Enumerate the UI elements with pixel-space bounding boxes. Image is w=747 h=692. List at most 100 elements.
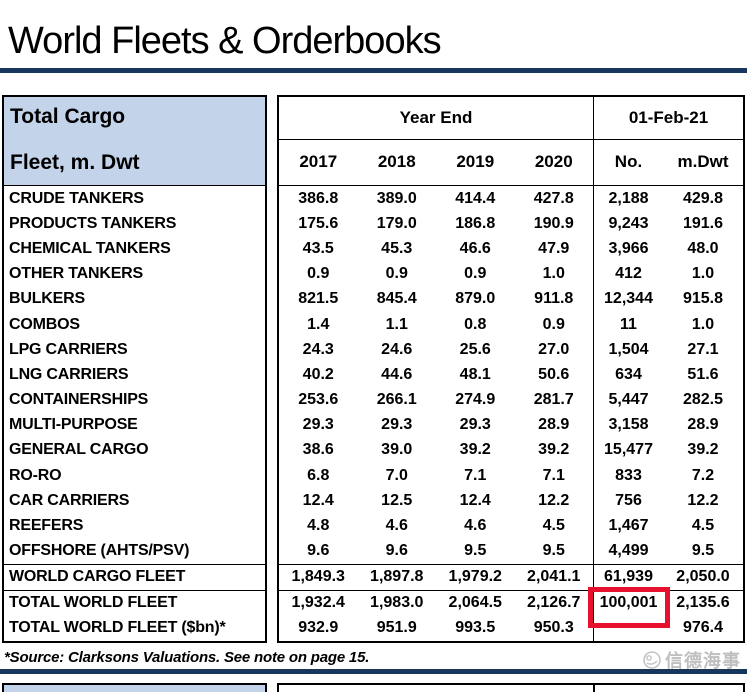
cell-value: 46.6	[459, 239, 491, 257]
cell-value: 190.9	[533, 214, 574, 232]
cell-value: 12.5	[381, 491, 413, 509]
table-row: 253.6 266.1 274.9 281.7 5,447 282.5	[279, 387, 743, 413]
cell-value: 951.9	[376, 619, 417, 637]
cell-value: 12,344	[604, 290, 653, 308]
table-cell: 28.9	[515, 413, 594, 438]
table-row: 386.8 389.0 414.4 427.8 2,188 429.8	[279, 186, 743, 212]
table-row: 821.5 845.4 879.0 911.8 12,344 915.8	[279, 286, 743, 312]
cell-value: 253.6	[298, 391, 339, 409]
table-cell: 190.9	[515, 211, 594, 236]
table-cell: 7.1	[515, 463, 594, 488]
table-cell: 15,477	[593, 437, 663, 464]
table-cell: 2,126.7	[515, 591, 594, 616]
row-label: REEFERS	[9, 517, 84, 535]
table-row: 175.6 179.0 186.8 190.9 9,243 191.6	[279, 211, 743, 237]
cell-value: 27.1	[687, 340, 719, 358]
table-cell: 386.8	[279, 186, 358, 211]
data-columns: Year End 01-Feb-21 2017 2018 2019 2020 N…	[277, 95, 745, 644]
table-cell: 976.4	[663, 615, 743, 641]
cell-value: 1,983.0	[370, 594, 424, 611]
table-cell: 24.6	[358, 337, 437, 362]
row-label: MULTI-PURPOSE	[9, 416, 138, 434]
table-cell: 427.8	[515, 186, 594, 211]
cell-value: 1.1	[385, 315, 408, 333]
cell-value: 6.8	[307, 466, 330, 484]
cell-value: 756	[615, 491, 642, 509]
table-cell: 756	[593, 488, 663, 514]
table-cell: 274.9	[436, 388, 515, 413]
table-cell: 1,897.8	[358, 565, 437, 590]
feb-date-group-header: 01-Feb-21	[593, 97, 743, 139]
cell-value: 179.0	[376, 214, 417, 232]
cell-value: 1,504	[608, 340, 649, 358]
col-header-2017: 2017	[299, 152, 338, 172]
cell-value: 976.4	[682, 619, 724, 637]
table-cell: 253.6	[279, 388, 358, 413]
page-title: World Fleets & Orderbooks	[8, 20, 442, 62]
next-table-partial	[0, 683, 747, 692]
col-header-no: No.	[593, 139, 663, 185]
cell-value: 932.9	[298, 619, 339, 637]
table-cell: 40.2	[279, 362, 358, 387]
table-cell: 821.5	[279, 287, 358, 312]
table-cell: 414.4	[436, 186, 515, 211]
row-label: PRODUCTS TANKERS	[9, 214, 177, 232]
cell-value: 429.8	[682, 189, 724, 207]
table-cell: 0.9	[436, 262, 515, 287]
table-corner-header: Total Cargo Fleet, m. Dwt	[4, 97, 265, 186]
cell-value: 9.5	[542, 542, 565, 560]
table-cell: 12.2	[663, 488, 743, 513]
table-cell: 39.2	[663, 438, 743, 463]
cell-value: 12.4	[459, 491, 491, 509]
cell-value: 389.0	[376, 189, 417, 207]
table-cell: 951.9	[358, 615, 437, 641]
cell-value: 274.9	[455, 391, 496, 409]
cell-value: 845.4	[376, 290, 417, 308]
cell-value: 39.2	[538, 441, 570, 459]
table-cell: 186.8	[436, 211, 515, 236]
cell-value: 9.6	[307, 542, 330, 560]
table-cell: 4.6	[436, 513, 515, 538]
cell-value: 911.8	[534, 290, 574, 308]
table-row: 12.4 12.5 12.4 12.2 756 12.2	[279, 488, 743, 514]
next-table-header-cell	[2, 683, 267, 692]
table-cell: 100,001	[588, 586, 670, 628]
table-cell: 45.3	[358, 236, 437, 261]
table-cell: 0.8	[436, 312, 515, 337]
cell-value: 634	[615, 365, 642, 383]
cell-value: 3,158	[608, 416, 649, 434]
table-row: 40.2 44.6 48.1 50.6 634 51.6	[279, 362, 743, 388]
table-row: 4.8 4.6 4.6 4.5 1,467 4.5	[279, 513, 743, 539]
table-cell: 28.9	[663, 413, 743, 438]
cell-value: 0.9	[385, 265, 408, 283]
table-cell: 845.4	[358, 287, 437, 312]
table-cell: 0.9	[279, 262, 358, 287]
table-cell: 4.5	[515, 513, 594, 538]
table-cell: 1,504	[593, 337, 663, 363]
table-cell: 1,467	[593, 513, 663, 539]
table-cell: 5,447	[593, 387, 663, 413]
cell-value: 40.2	[302, 365, 334, 383]
cell-value: 25.6	[459, 340, 491, 358]
table-cell: 281.7	[515, 388, 594, 413]
cell-value: 43.5	[302, 239, 334, 257]
table-cell: 11	[593, 311, 663, 338]
table-cell: 44.6	[358, 362, 437, 387]
cell-value: 1,849.3	[291, 568, 345, 586]
cell-value: 4.6	[385, 517, 408, 535]
cell-value: 29.3	[381, 416, 413, 434]
table-cell: 39.2	[436, 438, 515, 463]
year-end-group-header: Year End	[399, 107, 473, 127]
cell-value: 48.0	[687, 239, 719, 257]
table-cell: 1,979.2	[436, 565, 515, 590]
row-label: RO-RO	[9, 466, 62, 484]
cell-value: 11	[620, 315, 637, 333]
cell-value: 1.0	[691, 315, 715, 333]
cell-value: 2,135.6	[676, 594, 730, 611]
table-cell: 27.0	[515, 337, 594, 362]
watermark: 信德海事	[642, 647, 741, 673]
col-header-2020: 2020	[534, 152, 573, 172]
table-cell: 3,966	[593, 236, 663, 262]
table-cell: 1.1	[358, 312, 437, 337]
cell-value: 12.2	[538, 491, 570, 509]
